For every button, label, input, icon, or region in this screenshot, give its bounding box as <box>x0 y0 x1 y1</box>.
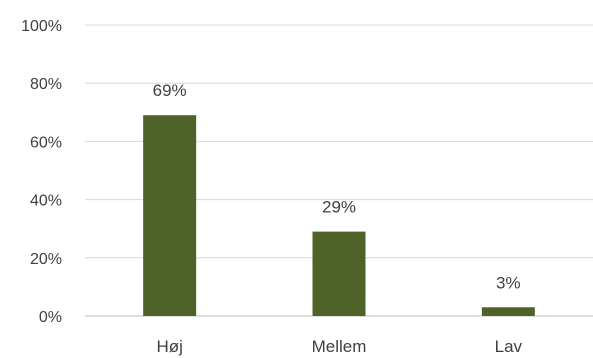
bar-2 <box>481 307 535 316</box>
data-labels: 69% 29% 3% <box>153 81 521 292</box>
y-tick-label-20: 20% <box>30 251 62 268</box>
category-label-2: Lav <box>495 337 523 356</box>
data-label-2: 3% <box>496 273 521 292</box>
y-tick-label-40: 40% <box>30 193 62 210</box>
bars <box>143 115 535 317</box>
category-label-0: Høj <box>156 337 182 356</box>
data-label-0: 69% <box>153 81 187 100</box>
y-tick-label-100: 100% <box>21 18 62 35</box>
y-tick-label-0: 0% <box>39 309 62 326</box>
category-label-1: Mellem <box>312 337 367 356</box>
data-label-1: 29% <box>322 198 356 217</box>
bar-1 <box>312 231 366 316</box>
bar-0 <box>143 115 197 317</box>
x-axis-category-labels: Høj Mellem Lav <box>156 337 522 356</box>
y-axis-tick-labels: 0% 20% 40% 60% 80% 100% <box>21 18 62 326</box>
y-tick-label-80: 80% <box>30 76 62 93</box>
y-tick-label-60: 60% <box>30 134 62 151</box>
